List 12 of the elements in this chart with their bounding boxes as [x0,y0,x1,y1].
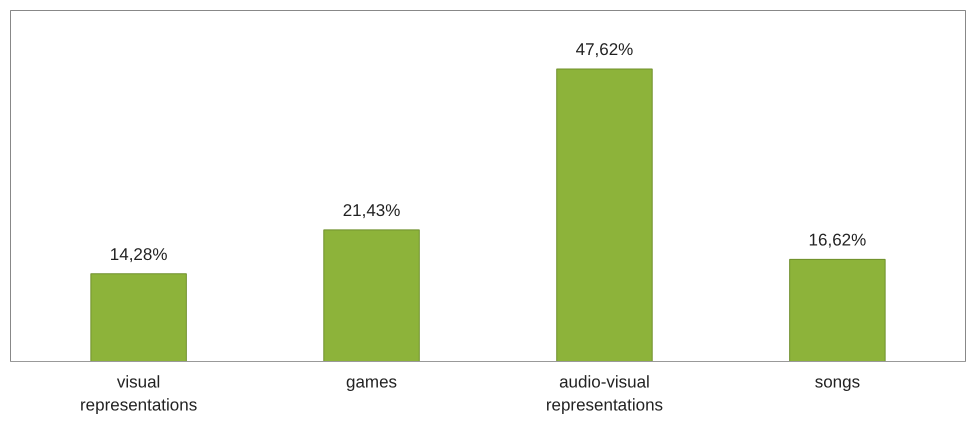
bar [789,258,886,362]
x-tick-label: songs [814,372,860,392]
data-label: 21,43% [342,200,400,220]
x-tick-label: audio-visual representations [546,372,664,414]
x-tick-label: games [346,372,398,392]
x-tick-label: visual representations [80,372,198,414]
bar [323,229,420,362]
bar [556,68,653,362]
data-label: 16,62% [808,230,866,250]
data-label: 14,28% [110,244,168,264]
data-label: 47,62% [576,40,634,59]
bar [90,273,187,362]
